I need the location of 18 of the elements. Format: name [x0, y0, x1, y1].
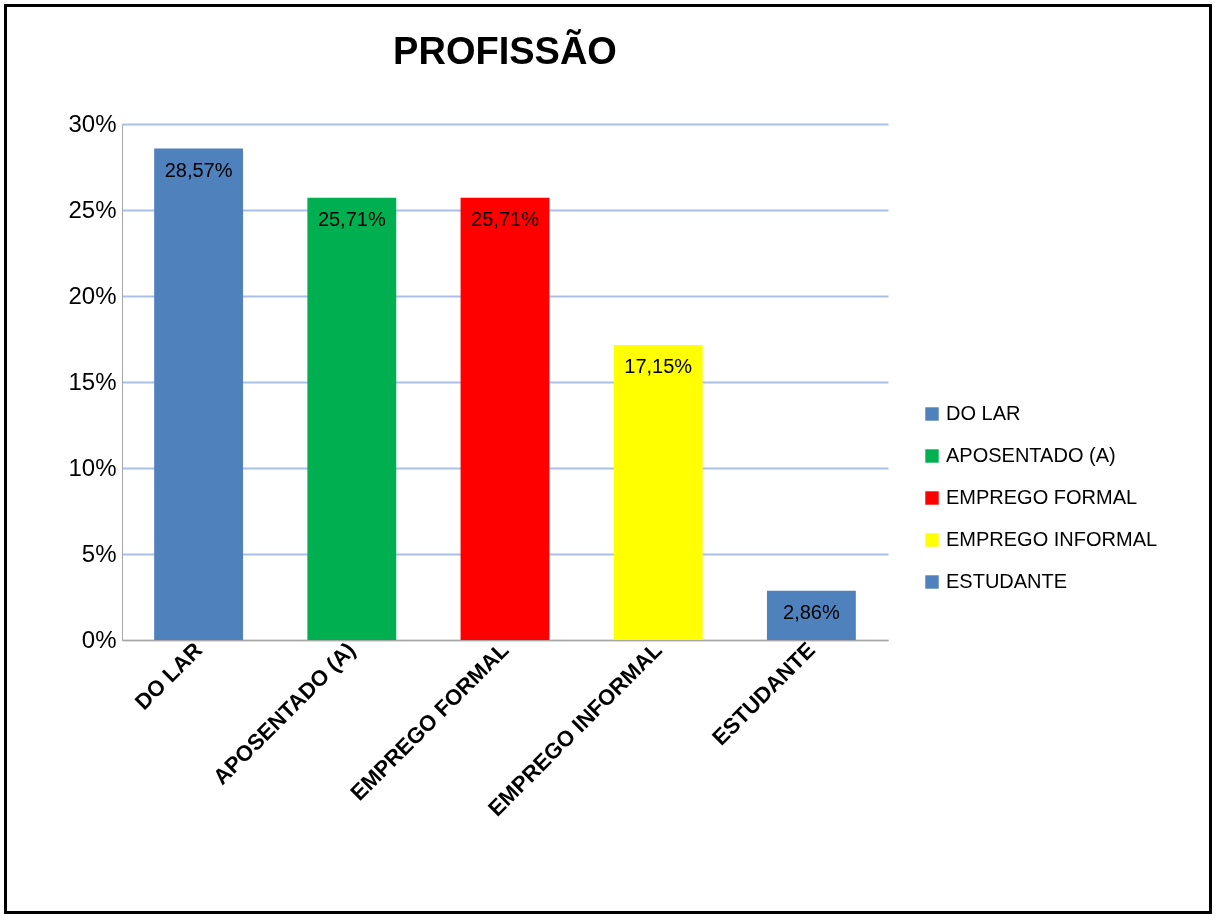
- data-label: 25,71%: [317, 207, 386, 230]
- y-tick-label: 5%: [81, 539, 117, 567]
- y-tick-label: 20%: [68, 281, 117, 309]
- chart-title: PROFISSÃO: [393, 29, 617, 72]
- data-label: 2,86%: [783, 600, 840, 623]
- legend-label: ESTUDANTE: [946, 570, 1068, 592]
- y-tick-label: 0%: [81, 625, 117, 653]
- data-label: 17,15%: [624, 355, 693, 378]
- y-tick-label: 25%: [68, 195, 117, 223]
- y-tick-label: 15%: [68, 367, 117, 395]
- legend-label: DO LAR: [946, 402, 1021, 424]
- legend-label: EMPREGO INFORMAL: [946, 528, 1158, 550]
- y-tick-label: 30%: [68, 109, 117, 137]
- legend-label: EMPREGO FORMAL: [946, 486, 1138, 508]
- data-label: 28,57%: [164, 158, 233, 181]
- y-tick-label: 10%: [68, 453, 117, 481]
- legend-label: APOSENTADO (A): [946, 444, 1116, 466]
- data-label: 25,71%: [471, 207, 540, 230]
